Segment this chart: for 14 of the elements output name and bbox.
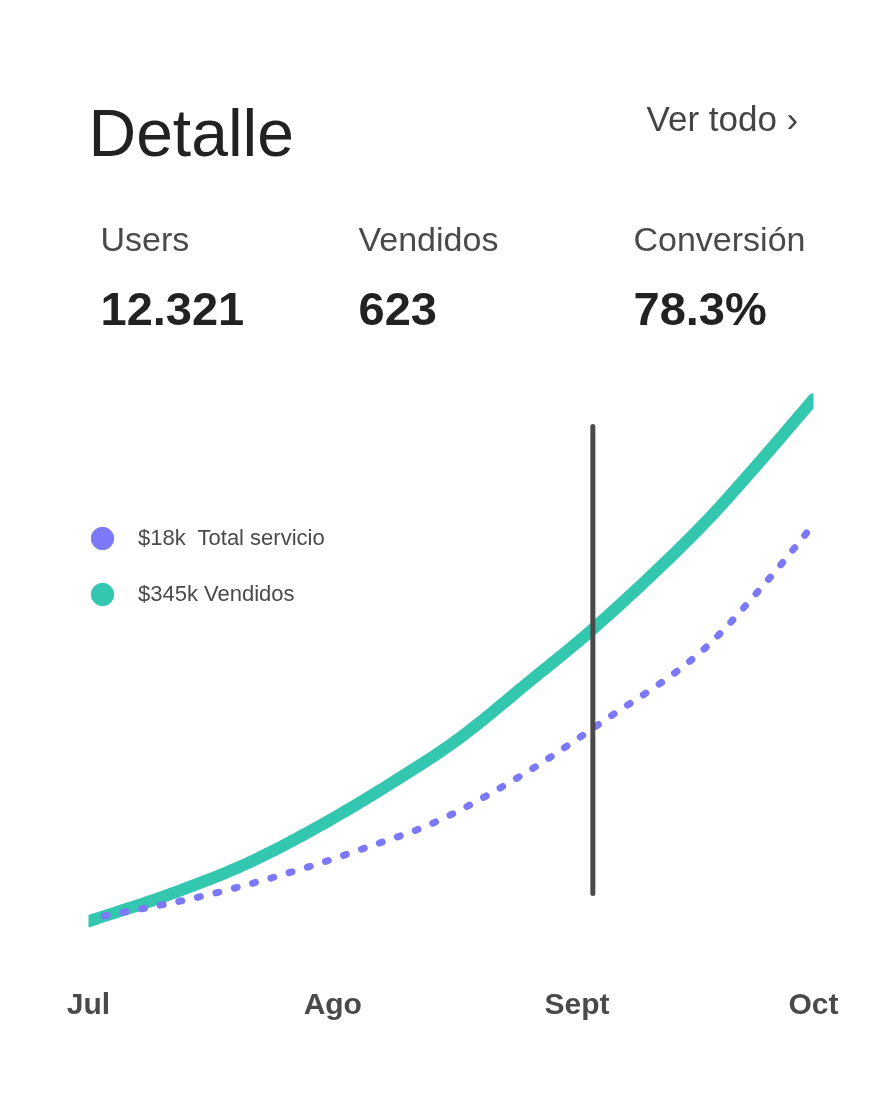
text: Users — [100, 219, 190, 258]
legend-label: $345k Vendidos — [138, 581, 295, 607]
x-tick-label: Sept — [544, 986, 610, 1020]
x-tick-label: Oct — [788, 986, 839, 1020]
legend-label: $18k Total servicio — [138, 525, 325, 551]
text: 623 — [358, 281, 437, 335]
text: Ver todo › — [646, 99, 799, 138]
text: Conversión — [633, 219, 806, 258]
x-tick-label: Jul — [66, 986, 111, 1020]
text: 78.3% — [633, 282, 767, 335]
text: 12.321 — [100, 281, 245, 335]
text: Vendidos — [358, 219, 499, 258]
chart-title: Detalle — [88, 95, 294, 170]
x-tick-label: Ago — [303, 986, 362, 1020]
